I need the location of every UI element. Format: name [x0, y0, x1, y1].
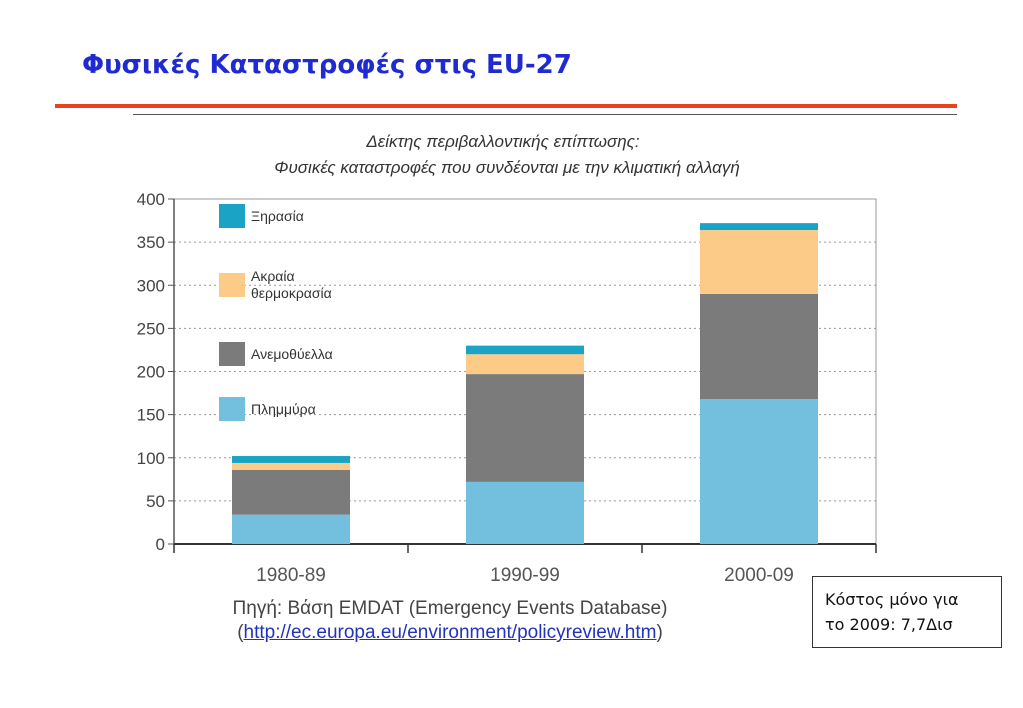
x-tick-label: 2000-09 — [724, 565, 794, 586]
y-tick-label: 200 — [137, 363, 165, 382]
bar-ξηρασία-2000-09 — [700, 223, 818, 231]
source-label: Πηγή: Βάση EMDAT (Emergency Events Datab… — [232, 598, 668, 619]
bar-ανεμοθύελλα-2000-09 — [700, 293, 818, 400]
y-tick-label: 350 — [137, 233, 165, 252]
legend-swatch — [219, 204, 245, 228]
x-tick-label: 1980-89 — [256, 565, 326, 586]
x-tick-label: 1990-99 — [490, 565, 560, 586]
bar-πλημμύρα-2000-09 — [700, 399, 818, 544]
legend-label: Πλημμύρα — [251, 401, 316, 417]
legend-label: Ανεμοθύελλα — [251, 346, 333, 362]
y-tick-label: 400 — [137, 190, 165, 209]
bar-πλημμύρα-1990-99 — [466, 481, 584, 544]
bar-ανεμοθύελλα-1990-99 — [466, 374, 584, 482]
cost-note-line1: Κόστος μόνο για — [825, 590, 959, 609]
legend-swatch — [219, 273, 245, 297]
y-tick-label: 250 — [137, 319, 165, 338]
legend-swatch — [219, 397, 245, 421]
bar-ακραία-θερμοκρασία-1990-99 — [466, 354, 584, 375]
title-underline-red — [55, 104, 957, 108]
source-url-open: ( — [237, 622, 244, 643]
source-url-line: (http://ec.europa.eu/environment/policyr… — [150, 621, 750, 645]
legend-label-line2: θερμοκρασία — [251, 285, 332, 301]
y-tick-label: 0 — [156, 535, 165, 554]
bar-ακραία-θερμοκρασία-1980-89 — [232, 462, 350, 470]
bar-ξηρασία-1980-89 — [232, 456, 350, 463]
legend-label: Ξηρασία — [251, 208, 304, 224]
y-tick-label: 50 — [146, 492, 165, 511]
bar-ανεμοθύελλα-1980-89 — [232, 469, 350, 515]
chart-source: Πηγή: Βάση EMDAT (Emergency Events Datab… — [150, 597, 750, 645]
cost-note-box: Κόστος μόνο για το 2009: 7,7Δισ — [812, 576, 1002, 648]
bar-πλημμύρα-1980-89 — [232, 514, 350, 544]
title-underline-dark — [133, 114, 957, 115]
legend-label: Ακραία — [251, 268, 295, 284]
slide-title: Φυσικές Καταστροφές στις EU-27 — [82, 50, 572, 80]
y-tick-label: 150 — [137, 406, 165, 425]
legend-swatch — [219, 342, 245, 366]
source-url-close: ) — [656, 622, 663, 643]
cost-note-line2: το 2009: 7,7Δισ — [825, 615, 953, 634]
bar-ακραία-θερμοκρασία-2000-09 — [700, 230, 818, 294]
chart-subtitle: Φυσικές καταστροφές που συνδέονται με τη… — [274, 158, 740, 177]
y-tick-label: 100 — [137, 449, 165, 468]
chart-title: Δείκτης περιβαλλοντικής επίπτωσης: — [365, 132, 640, 151]
y-tick-label: 300 — [137, 276, 165, 295]
bar-ξηρασία-1990-99 — [466, 345, 584, 355]
source-url-link[interactable]: http://ec.europa.eu/environment/policyre… — [243, 622, 657, 643]
